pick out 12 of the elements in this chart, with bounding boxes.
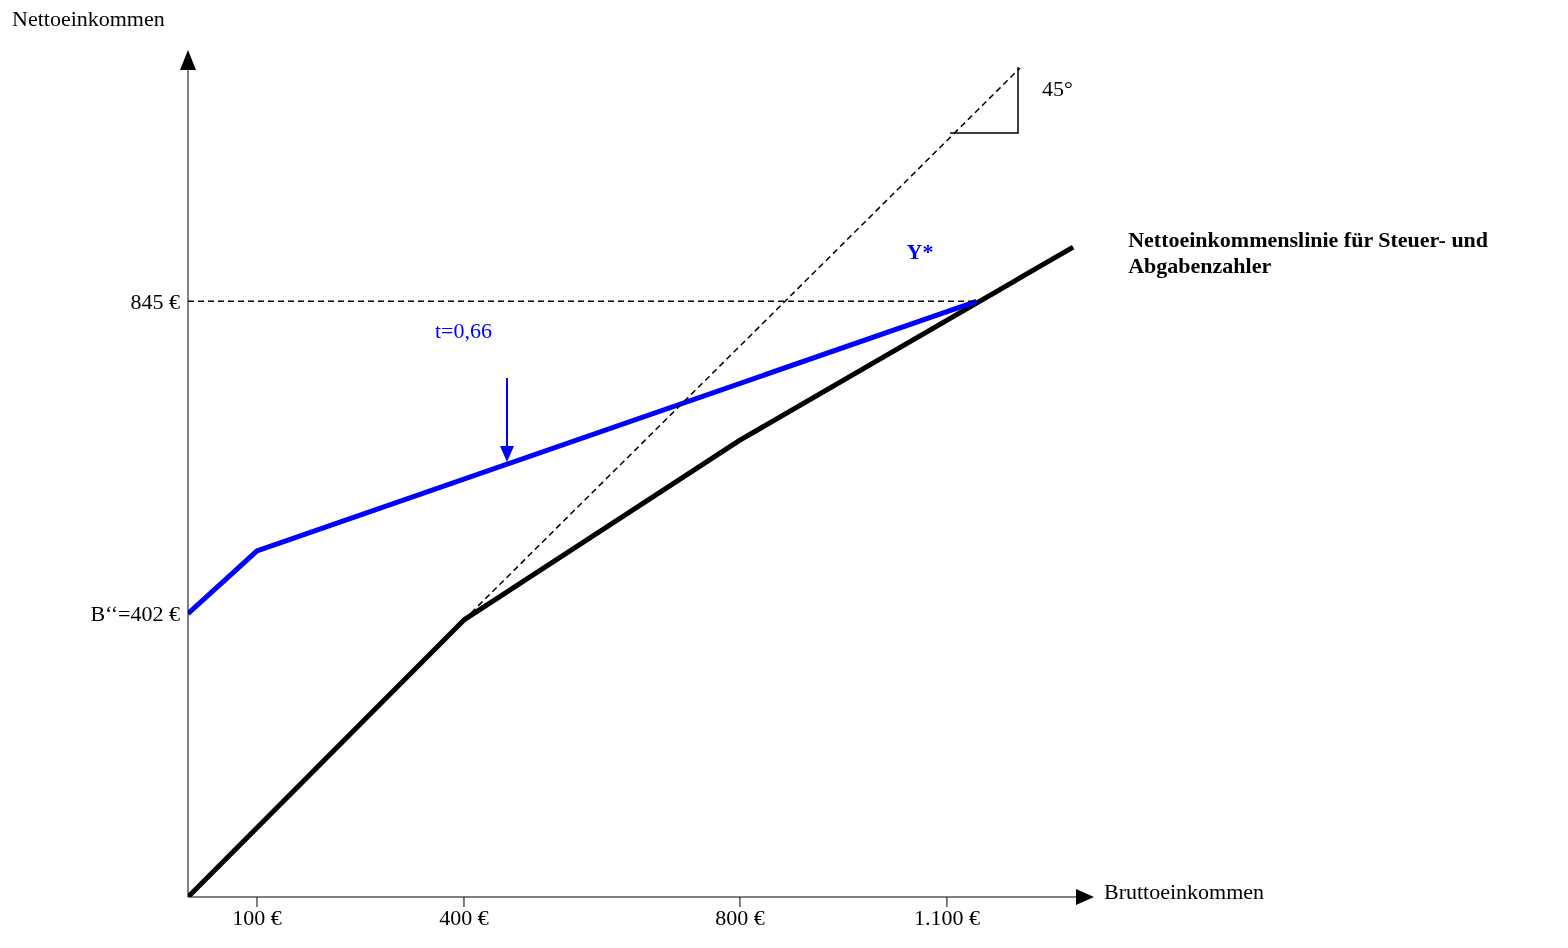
annotation: t=0,66 bbox=[435, 318, 493, 344]
x-tick-label: 400 € bbox=[439, 904, 489, 930]
x-axis-title: Bruttoeinkommen bbox=[1104, 879, 1265, 905]
y-axis-title: Nettoeinkommen bbox=[12, 6, 165, 32]
annotation: 45° bbox=[1042, 76, 1073, 102]
x-tick-label: 800 € bbox=[715, 904, 765, 930]
text: Nettoeinkommenslinie für Steuer- und Abgabenzahler bbox=[1128, 227, 1490, 280]
annotation: Y* bbox=[906, 239, 934, 266]
y-tick-label: 845 € bbox=[130, 289, 180, 315]
y-tick-label: B‘‘=402 € bbox=[90, 601, 180, 627]
x-tick-label: 100 € bbox=[232, 904, 282, 930]
x-tick-label: 1.100 € bbox=[913, 904, 980, 930]
